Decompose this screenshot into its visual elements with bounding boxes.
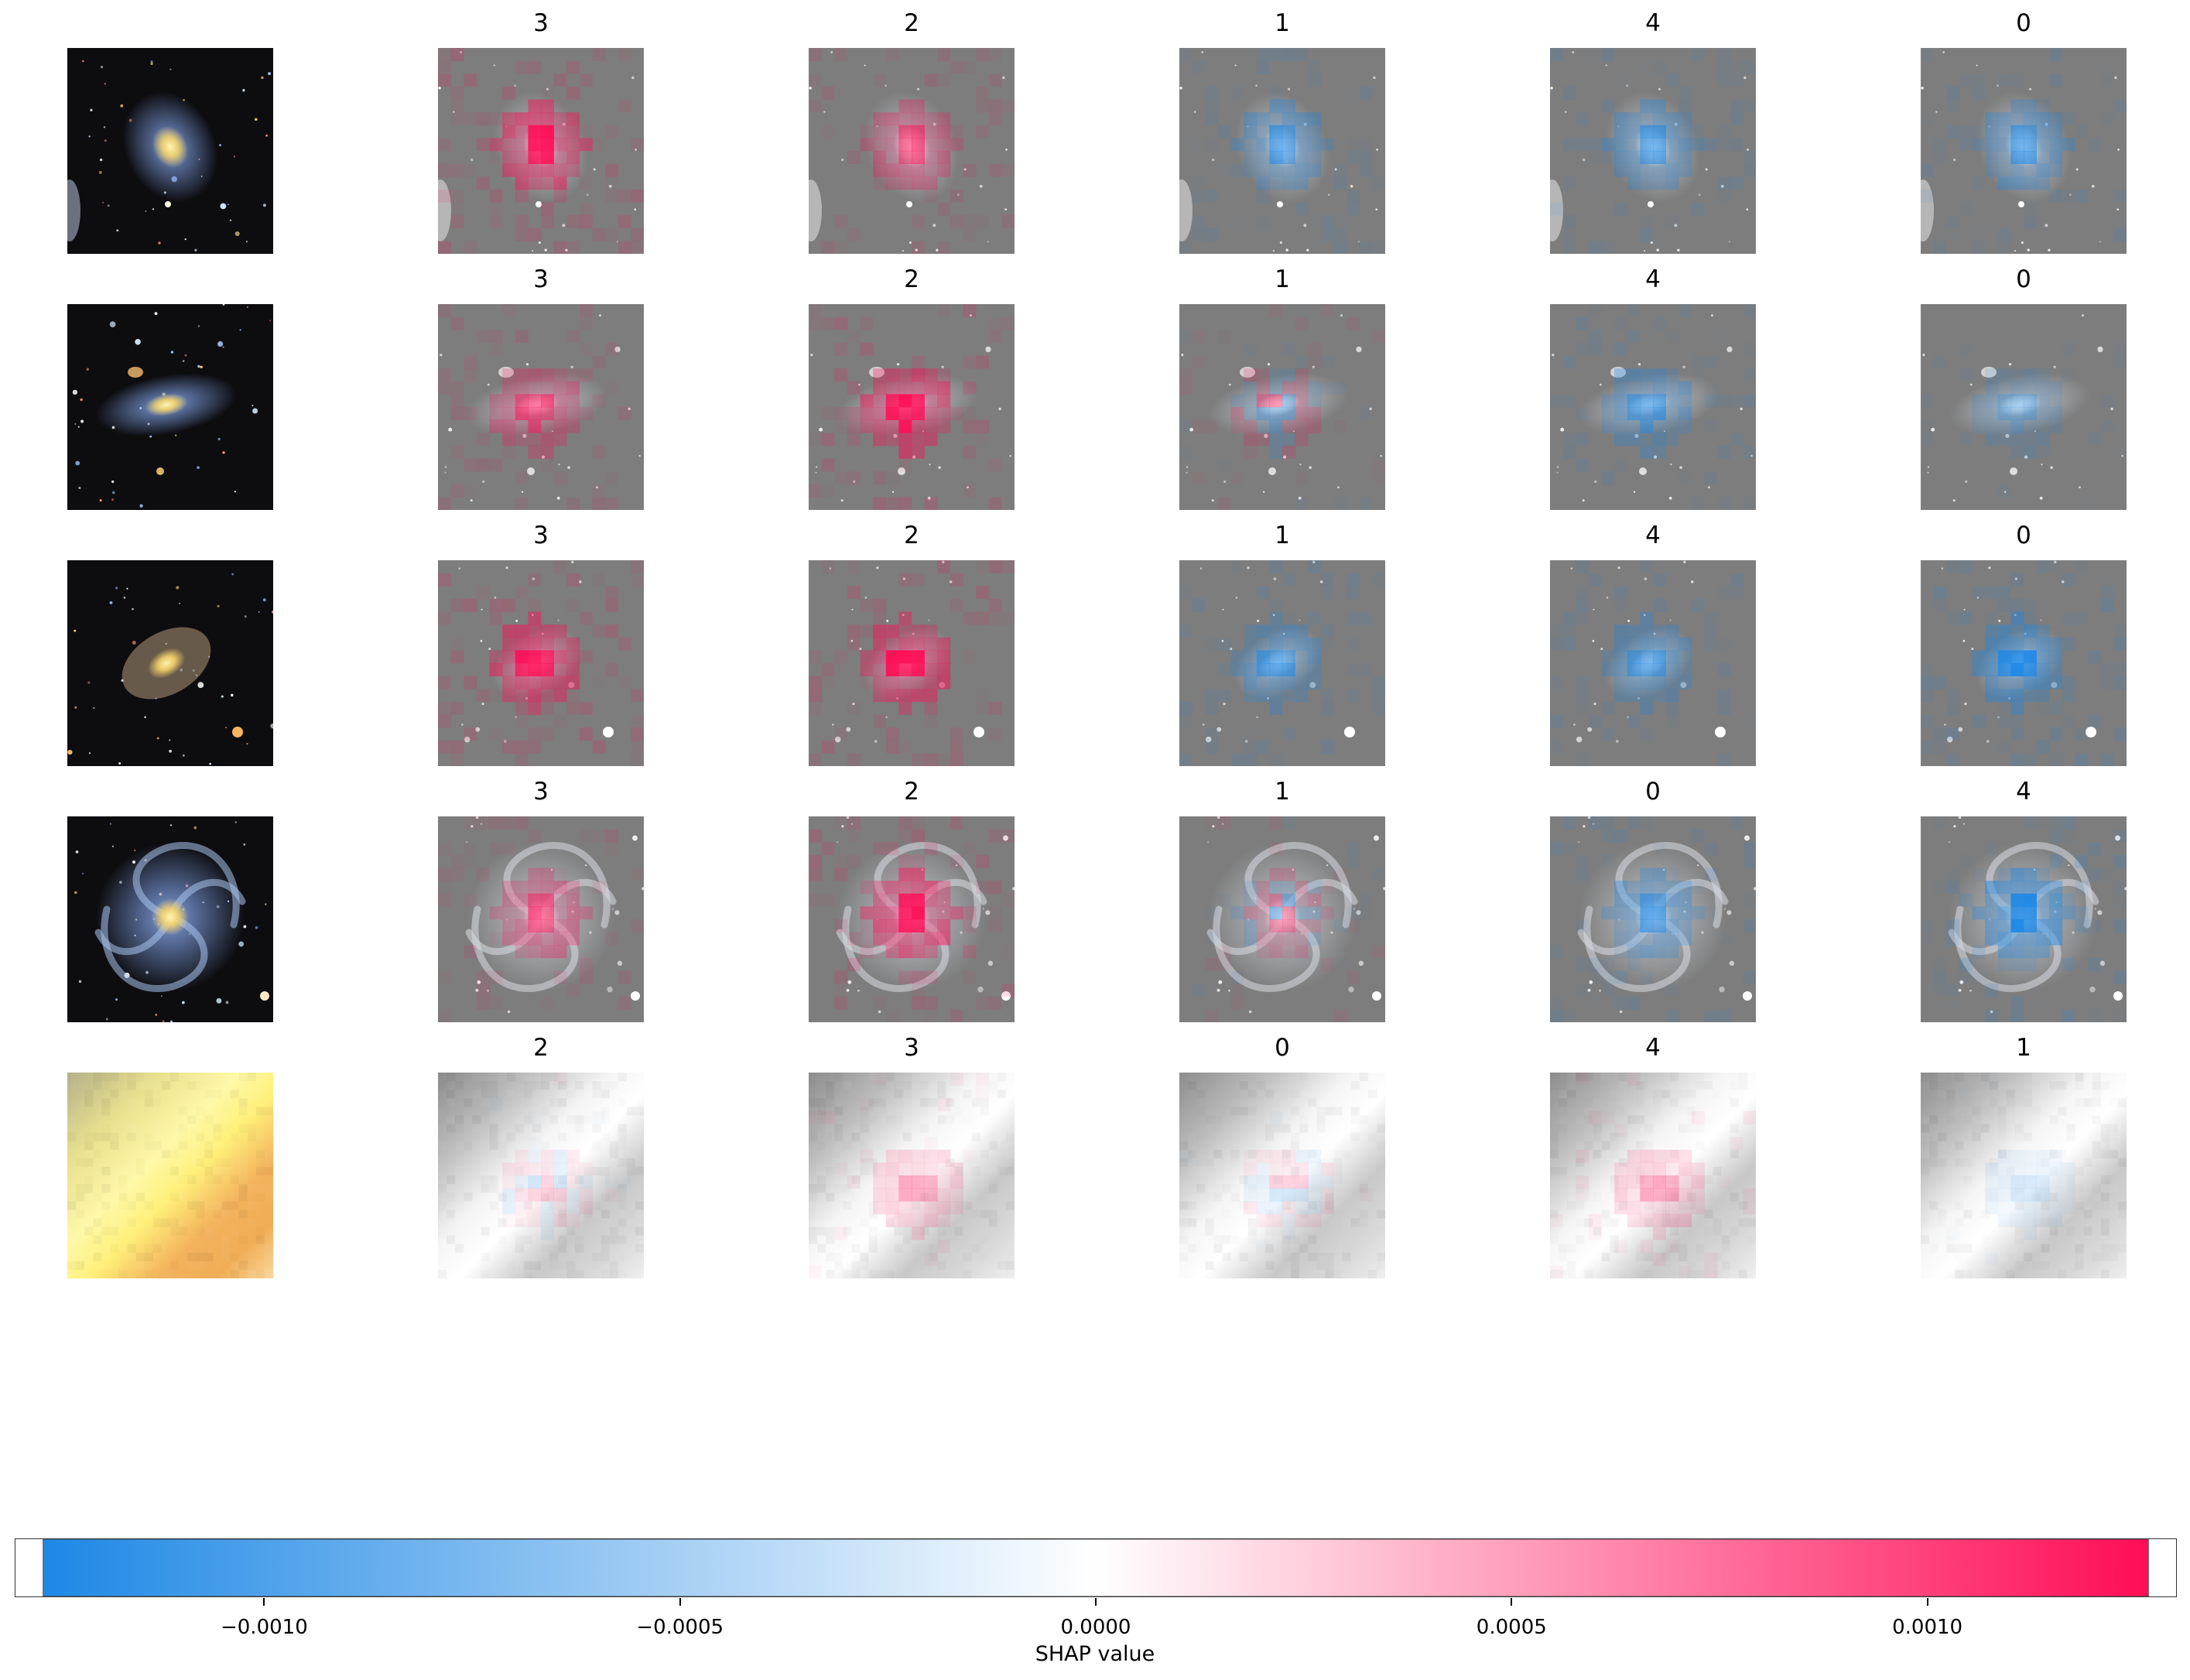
panel-title: 1 bbox=[1275, 522, 1290, 549]
colorbar-tick bbox=[1511, 1598, 1513, 1606]
shap-overlay-image bbox=[1550, 1073, 1756, 1278]
shap-overlay-image bbox=[1179, 816, 1385, 1022]
colorbar-tick bbox=[1095, 1598, 1097, 1606]
shap-overlay-image bbox=[1921, 304, 2127, 510]
shap-overlay-image bbox=[1179, 1073, 1385, 1278]
input-image bbox=[67, 1073, 273, 1278]
shap-overlay-image bbox=[438, 560, 644, 766]
panel-title: 4 bbox=[2016, 778, 2031, 806]
colorbar-tick-label: −0.0010 bbox=[220, 1616, 308, 1639]
panel-title: 0 bbox=[2016, 522, 2031, 549]
shap-overlay-image bbox=[1179, 560, 1385, 766]
shap-overlay-image bbox=[438, 1073, 644, 1278]
panel-title: 2 bbox=[904, 9, 919, 37]
shap-overlay-image bbox=[1921, 48, 2127, 254]
shap-overlay-image bbox=[809, 1073, 1015, 1278]
shap-overlay-image bbox=[1550, 560, 1756, 766]
shap-overlay-image bbox=[809, 48, 1015, 254]
panel-title: 4 bbox=[1645, 265, 1661, 293]
panel-title: 2 bbox=[904, 778, 919, 806]
input-image bbox=[67, 560, 273, 766]
colorbar-tick bbox=[679, 1598, 681, 1606]
colorbar-tick-label: 0.0010 bbox=[1892, 1616, 1963, 1639]
colorbar bbox=[15, 1538, 2177, 1597]
panel-title: 0 bbox=[1275, 1034, 1290, 1062]
colorbar-label: SHAP value bbox=[1035, 1642, 1155, 1666]
panel-title: 0 bbox=[2016, 9, 2031, 37]
colorbar-gradient bbox=[15, 1538, 2177, 1597]
panel-title: 1 bbox=[1275, 778, 1290, 806]
colorbar-tick bbox=[263, 1598, 265, 1606]
input-image bbox=[67, 304, 273, 510]
panel-title: 3 bbox=[533, 522, 549, 549]
shap-overlay-image bbox=[438, 304, 644, 510]
shap-overlay-image bbox=[1921, 560, 2127, 766]
shap-overlay-image bbox=[809, 560, 1015, 766]
colorbar-tick-label: −0.0005 bbox=[636, 1616, 724, 1639]
panel-title: 4 bbox=[1645, 522, 1661, 549]
shap-overlay-image bbox=[438, 48, 644, 254]
panel-title: 3 bbox=[533, 778, 549, 806]
shap-overlay-image bbox=[438, 816, 644, 1022]
shap-overlay-image bbox=[1550, 816, 1756, 1022]
input-image bbox=[67, 48, 273, 254]
panel-title: 3 bbox=[904, 1034, 919, 1062]
colorbar-tick-label: 0.0000 bbox=[1060, 1616, 1131, 1639]
shap-overlay-image bbox=[1921, 816, 2127, 1022]
shap-overlay-image bbox=[1550, 304, 1756, 510]
panel-title: 1 bbox=[1275, 265, 1290, 293]
panel-title: 3 bbox=[533, 9, 549, 37]
colorbar-tick-label: 0.0005 bbox=[1476, 1616, 1547, 1639]
panel-title: 2 bbox=[904, 265, 919, 293]
panel-title: 0 bbox=[1645, 778, 1661, 806]
panel-title: 0 bbox=[2016, 265, 2031, 293]
panel-title: 4 bbox=[1645, 1034, 1661, 1062]
panel-title: 4 bbox=[1645, 9, 1661, 37]
shap-overlay-image bbox=[1179, 304, 1385, 510]
colorbar-tick bbox=[1926, 1598, 1928, 1606]
panel-title: 2 bbox=[533, 1034, 549, 1062]
panel-title: 1 bbox=[1275, 9, 1290, 37]
panel-title: 3 bbox=[533, 265, 549, 293]
shap-overlay-image bbox=[809, 304, 1015, 510]
panel-title: 1 bbox=[2016, 1034, 2031, 1062]
shap-overlay-image bbox=[1550, 48, 1756, 254]
panel-title: 2 bbox=[904, 522, 919, 549]
input-image bbox=[67, 816, 273, 1022]
shap-overlay-image bbox=[1921, 1073, 2127, 1278]
shap-overlay-image bbox=[809, 816, 1015, 1022]
shap-overlay-image bbox=[1179, 48, 1385, 254]
